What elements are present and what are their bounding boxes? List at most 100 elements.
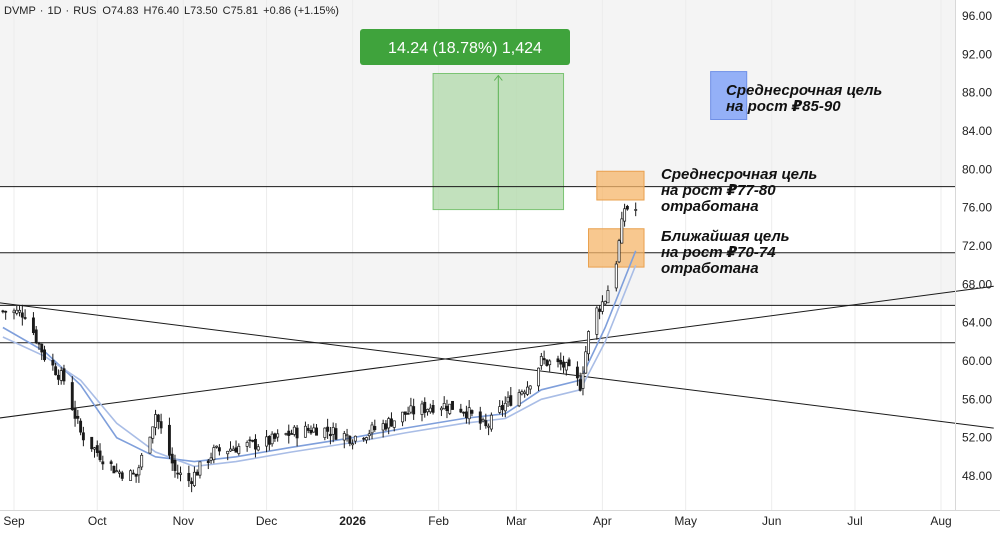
moving-average-1 bbox=[2, 264, 637, 468]
candle-131 bbox=[509, 387, 513, 407]
price-tick-60-00: 60.00 bbox=[962, 354, 992, 368]
candle-147 bbox=[575, 361, 579, 386]
candle-112 bbox=[439, 406, 443, 417]
legend-low: L73.50 bbox=[184, 5, 218, 17]
candle-55 bbox=[215, 445, 219, 449]
candle-88 bbox=[345, 428, 349, 442]
candle-115 bbox=[448, 403, 452, 416]
trendline-1 bbox=[0, 285, 994, 419]
candle-125 bbox=[487, 423, 491, 436]
candle-113 bbox=[442, 396, 446, 410]
candle-61 bbox=[237, 443, 241, 456]
candle-157 bbox=[614, 260, 618, 292]
candle-101 bbox=[392, 420, 396, 432]
candle-142 bbox=[556, 355, 560, 368]
price-tick-76-00: 76.00 bbox=[962, 201, 992, 215]
candle-130 bbox=[506, 391, 510, 408]
candle-29 bbox=[115, 463, 119, 473]
candle-81 bbox=[315, 424, 318, 436]
candle-4 bbox=[18, 305, 22, 317]
candle-32 bbox=[129, 469, 133, 481]
candle-36 bbox=[140, 452, 144, 471]
candle-140 bbox=[545, 359, 549, 367]
candle-2 bbox=[12, 308, 16, 320]
annotation-target-70-line2: на рост ₽70-74 bbox=[661, 244, 776, 261]
legend-high: H76.40 bbox=[144, 5, 179, 17]
time-tick-jun: Jun bbox=[762, 514, 781, 528]
candle-86 bbox=[334, 423, 338, 440]
candle-161 bbox=[625, 204, 629, 211]
candle-149 bbox=[581, 366, 585, 396]
candle-56 bbox=[217, 444, 221, 456]
candle-114 bbox=[445, 399, 449, 419]
candle-66 bbox=[256, 444, 260, 452]
candle-58 bbox=[229, 441, 232, 452]
candle-92 bbox=[362, 437, 366, 442]
candle-90 bbox=[351, 439, 355, 450]
measure-arrow-head bbox=[493, 74, 503, 81]
candle-52 bbox=[206, 458, 210, 470]
price-axis[interactable]: 48.00 52.00 56.00 60.00 64.00 68.00 72.00 76.00… bbox=[962, 9, 992, 483]
candle-5 bbox=[20, 304, 24, 326]
candle-123 bbox=[481, 417, 485, 423]
price-tick-80-00: 80.00 bbox=[962, 162, 992, 176]
candle-103 bbox=[403, 411, 407, 422]
candle-50 bbox=[195, 469, 199, 476]
candle-51 bbox=[198, 461, 202, 479]
measure-label: 14.24 (18.78%) 1,424 bbox=[388, 40, 542, 57]
price-tick-68-00: 68.00 bbox=[962, 277, 992, 291]
time-axis[interactable]: Sep Oct Nov Dec 2026 Feb Mar Apr May Jun Jul Aug bbox=[3, 514, 951, 528]
candle-94 bbox=[367, 429, 371, 441]
candle-127 bbox=[498, 400, 502, 415]
candle-87 bbox=[342, 430, 346, 449]
candle-21 bbox=[81, 426, 85, 447]
candle-78 bbox=[306, 424, 310, 434]
time-tick-feb: Feb bbox=[428, 514, 449, 528]
candle-60 bbox=[234, 440, 238, 453]
candle-38 bbox=[151, 426, 155, 444]
trendlines bbox=[0, 285, 994, 429]
candle-64 bbox=[251, 439, 255, 443]
candle-12 bbox=[51, 353, 55, 371]
candle-14 bbox=[56, 369, 60, 385]
candle-119 bbox=[464, 405, 468, 424]
candle-154 bbox=[600, 295, 604, 315]
annotation-mid-target-line1: Среднесрочная цель bbox=[726, 82, 882, 99]
annotation-target-77-line3: отработана bbox=[661, 198, 759, 215]
annotation-mid-target-line2: на рост ₽85-90 bbox=[726, 98, 841, 115]
trendline-0 bbox=[0, 302, 994, 429]
candle-26 bbox=[101, 455, 105, 470]
candle-118 bbox=[462, 411, 466, 417]
candle-20 bbox=[79, 418, 83, 436]
candle-59 bbox=[231, 445, 235, 451]
candle-74 bbox=[290, 429, 293, 435]
candle-151 bbox=[587, 330, 590, 361]
price-tick-64-00: 64.00 bbox=[962, 316, 992, 330]
time-tick-sep: Sep bbox=[3, 514, 25, 528]
candle-18 bbox=[73, 400, 77, 427]
annotation-target-70-line3: отработана bbox=[661, 260, 759, 277]
candle-146 bbox=[567, 357, 571, 367]
candle-7 bbox=[31, 312, 35, 336]
candle-53 bbox=[209, 452, 213, 464]
candle-30 bbox=[118, 469, 121, 478]
price-tick-96-00: 96.00 bbox=[962, 9, 992, 23]
time-tick-mar: Mar bbox=[506, 514, 527, 528]
price-tick-88-00: 88.00 bbox=[962, 86, 992, 100]
candle-107 bbox=[420, 400, 424, 422]
candle-132 bbox=[517, 389, 521, 408]
price-tick-48-00: 48.00 bbox=[962, 469, 992, 483]
candle-65 bbox=[254, 434, 257, 458]
price-tick-84-00: 84.00 bbox=[962, 124, 992, 138]
candle-136 bbox=[528, 385, 532, 395]
candle-148 bbox=[578, 372, 582, 392]
candle-84 bbox=[328, 426, 332, 445]
candle-105 bbox=[409, 397, 413, 415]
horizontal-levels bbox=[0, 186, 955, 344]
candle-128 bbox=[501, 400, 504, 417]
annotation-target-77-line2: на рост ₽77-80 bbox=[661, 182, 776, 199]
annotation-target-77-line1: Среднесрочная цель bbox=[661, 166, 817, 183]
candle-63 bbox=[248, 436, 252, 449]
